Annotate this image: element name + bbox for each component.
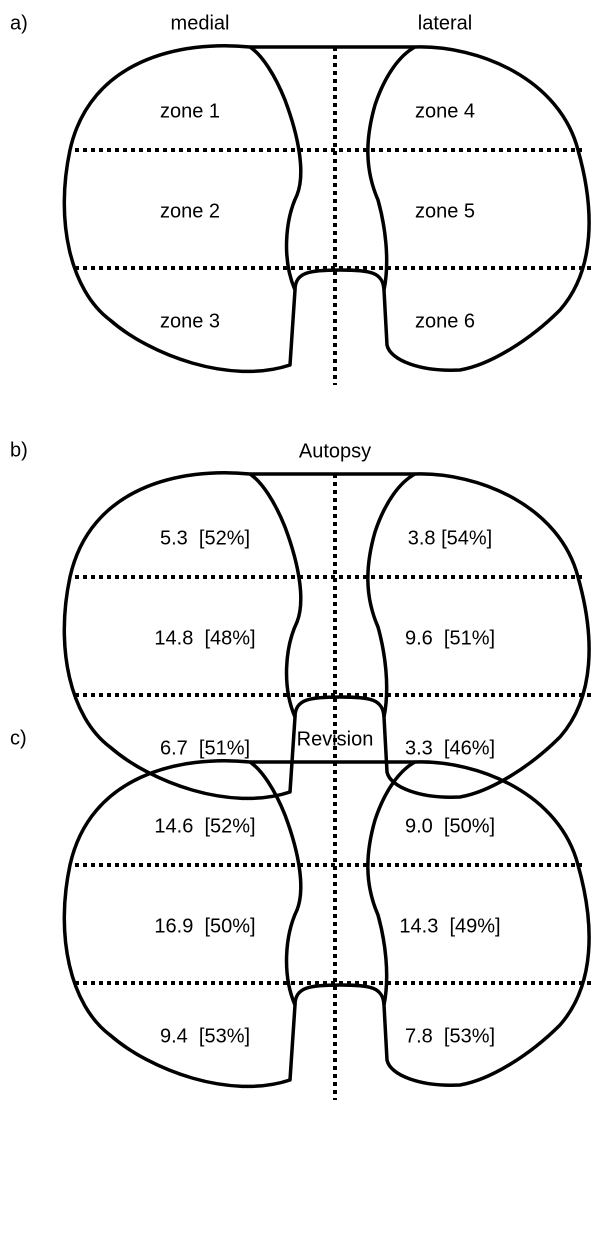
zone-label: 3.3 [46%] — [405, 737, 495, 759]
zone-label: zone 4 — [415, 100, 475, 122]
panels: a) medial lateral zone 1 zone 2 zone 3 zone 4 z… — [10, 12, 592, 1100]
zone-label: 7.8 [53%] — [405, 1025, 495, 1047]
dotted-line — [75, 47, 592, 385]
zone-label: zone 1 — [160, 100, 220, 122]
intercondylar-bridge — [295, 697, 384, 717]
medial-label: medial — [171, 12, 230, 34]
intercondylar-bridge — [295, 985, 384, 1005]
zone-label: 9.6 [51%] — [405, 627, 495, 649]
tibial-zones-diagram: a) medial lateral zone 1 zone 2 zone 3 zone 4 z… — [0, 0, 596, 1243]
zone-label: zone 3 — [160, 310, 220, 332]
lateral-label: lateral — [418, 12, 472, 34]
panel: c) Revision 14.6 [52%] 16.9 [50%] 9.4 [53%] 9… — [10, 727, 592, 1100]
zone-label: 9.4 [53%] — [160, 1025, 250, 1047]
intercondylar-bridge — [295, 270, 384, 290]
zone-label: 9.0 [50%] — [405, 815, 495, 837]
panel-label: b) — [10, 439, 28, 461]
lateral-outline — [368, 47, 589, 370]
zone-label: 14.6 [52%] — [154, 815, 255, 837]
panel: a) medial lateral zone 1 zone 2 zone 3 zone 4 z… — [10, 12, 592, 385]
panel-title: Autopsy — [299, 440, 371, 462]
zone-label: 14.8 [48%] — [154, 627, 255, 649]
dotted-line — [75, 762, 592, 1100]
zone-label: zone 2 — [160, 200, 220, 222]
zone-label: zone 6 — [415, 310, 475, 332]
panel: b) Autopsy 5.3 [52%] 14.8 [48%] 6.7 [51%] 3.8… — [10, 439, 592, 812]
zone-label: 14.3 [49%] — [399, 915, 500, 937]
zone-label: 5.3 [52%] — [160, 527, 250, 549]
zone-label: 3.8 [54%] — [408, 527, 493, 549]
zone-label: 6.7 [51%] — [160, 737, 250, 759]
panel-label: a) — [10, 12, 28, 34]
panel-label: c) — [10, 727, 27, 749]
zone-label: 16.9 [50%] — [154, 915, 255, 937]
panel-title: Revision — [297, 728, 374, 750]
zone-label: zone 5 — [415, 200, 475, 222]
